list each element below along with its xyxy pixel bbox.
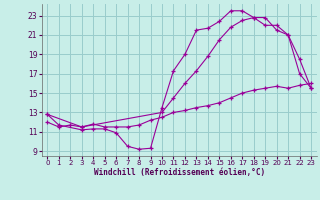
- X-axis label: Windchill (Refroidissement éolien,°C): Windchill (Refroidissement éolien,°C): [94, 168, 265, 177]
